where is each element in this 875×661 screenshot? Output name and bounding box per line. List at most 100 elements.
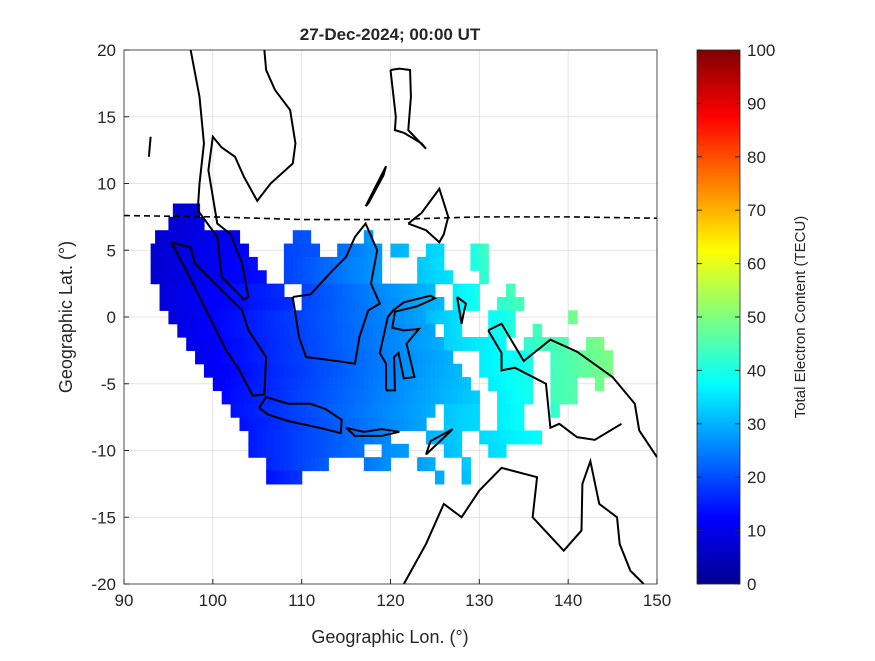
tec-cell [514, 430, 520, 445]
tec-cell [239, 270, 245, 285]
tec-cell [492, 310, 498, 325]
tec-cell [243, 337, 249, 351]
tec-cell [354, 256, 361, 271]
tec-cell [346, 363, 352, 378]
tec-cell [203, 296, 209, 311]
tec-cell [354, 310, 361, 325]
tec-cell [590, 363, 596, 378]
tec-cell [554, 337, 560, 351]
tec-cell [221, 256, 227, 271]
tec-cell [421, 403, 427, 418]
tec-cell [328, 417, 334, 432]
tec-cell [394, 310, 400, 325]
tec-cell [337, 417, 343, 432]
tec-cell [501, 443, 507, 458]
tec-cell [328, 430, 334, 445]
tec-cell [306, 377, 312, 392]
tec-cell [443, 430, 449, 445]
tec-cell [608, 350, 614, 365]
tec-cell [221, 363, 227, 378]
tec-cell [448, 430, 454, 445]
tec-cell [261, 283, 267, 298]
tec-cell [314, 270, 321, 285]
tec-cell [186, 203, 192, 218]
tec-cell [208, 350, 214, 365]
tec-cell [239, 323, 245, 338]
colorbar-tick-label: 30 [747, 415, 766, 434]
tec-cell [257, 390, 263, 405]
tec-cell [519, 377, 525, 392]
tec-cell [270, 296, 276, 311]
tec-cell [399, 377, 405, 392]
tec-cell [479, 337, 485, 351]
tec-cell [350, 310, 356, 325]
tec-cell [359, 337, 365, 351]
tec-cell [328, 390, 334, 405]
tec-cell [341, 443, 347, 458]
tec-cell [394, 337, 400, 351]
tec-cell [199, 243, 205, 258]
tec-cell [457, 443, 463, 458]
tec-cell [266, 377, 272, 392]
tec-cell [452, 417, 458, 432]
tec-cell [492, 430, 498, 445]
tec-cell [221, 243, 227, 258]
tec-cell [350, 296, 356, 311]
tec-cell [434, 363, 440, 378]
tec-cell [319, 457, 325, 472]
tec-cell [239, 296, 245, 311]
tec-cell [172, 256, 178, 271]
tec-cell [190, 323, 196, 338]
tec-cell [585, 350, 591, 365]
tec-cell [363, 457, 369, 472]
tec-cell [177, 230, 183, 245]
tec-cell [434, 310, 440, 325]
tec-cell [252, 417, 258, 432]
tec-cell [377, 417, 383, 432]
tec-cell [172, 283, 178, 298]
tec-cell [323, 457, 329, 472]
tec-cell [243, 350, 249, 365]
tec-cell [243, 403, 249, 418]
tec-cell [443, 363, 449, 378]
tec-cell [470, 296, 476, 311]
tec-cell [288, 390, 294, 405]
y-axis-label: Geographic Lat. (°) [56, 241, 76, 393]
tec-cell [248, 337, 254, 351]
tec-cell [283, 457, 289, 472]
x-tick-label: 100 [199, 591, 227, 610]
tec-cell [386, 443, 392, 458]
tec-cell [203, 337, 209, 351]
tec-cell [390, 377, 396, 392]
tec-cell [417, 350, 423, 365]
tec-cell [523, 350, 529, 365]
tec-cell [359, 243, 365, 258]
tec-cell [466, 470, 472, 485]
tec-cell [155, 256, 161, 271]
tec-cell [314, 350, 321, 365]
tec-cell [270, 363, 276, 378]
tec-cell [381, 417, 387, 432]
tec-cell [457, 377, 463, 392]
coastline [189, 50, 297, 301]
tec-cell [439, 270, 445, 285]
tec-cell [443, 337, 449, 351]
tec-cell [354, 443, 361, 458]
tec-cell [483, 337, 489, 351]
tec-cell [155, 230, 161, 245]
tec-cell [439, 350, 445, 365]
tec-cell [301, 390, 307, 405]
tec-cell [235, 390, 241, 405]
tec-cell [297, 310, 303, 325]
tec-cell [461, 390, 467, 405]
tec-cell [394, 323, 400, 338]
tec-cell [390, 363, 396, 378]
tec-cell [172, 270, 178, 285]
tec-cell [306, 256, 312, 271]
tec-cell [359, 403, 365, 418]
tec-cell [319, 403, 325, 418]
tec-cell [408, 337, 414, 351]
tec-cell [217, 323, 223, 338]
tec-cell [559, 390, 565, 405]
tec-cell [554, 377, 560, 392]
